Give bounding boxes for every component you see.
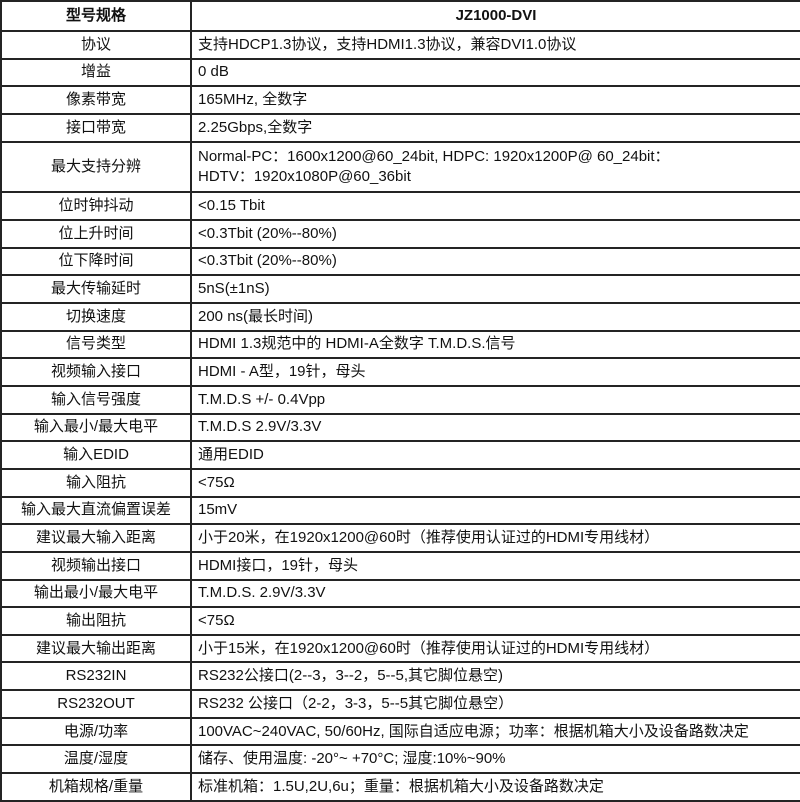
spec-value: RS232公接口(2--3，3--2，5--5,其它脚位悬空) [190,661,800,692]
spec-value: 0 dB [190,57,800,88]
spec-row: 输出最小/最大电平 T.M.D.S. 2.9V/3.3V [0,578,800,609]
spec-value: HDMI - A型，19针，母头 [190,357,800,387]
spec-row: RS232IN RS232公接口(2--3，3--2，5--5,其它脚位悬空) [0,661,800,692]
spec-label: 输出阻抗 [0,606,192,636]
spec-value: <0.3Tbit (20%--80%) [190,218,800,249]
spec-row: 视频输出接口 HDMI接口，19针，母头 [0,550,800,581]
spec-value: 5nS(±1nS) [190,274,800,304]
spec-value: 储存、使用温度: -20°~ +70°C; 湿度:10%~90% [190,744,800,775]
spec-label: 电源/功率 [0,716,192,747]
spec-label: 温度/湿度 [0,744,192,775]
spec-value: HDMI接口，19针，母头 [190,550,800,581]
spec-label: 像素带宽 [0,85,192,115]
spec-value: T.M.D.S +/- 0.4Vpp [190,384,800,415]
spec-header-model: JZ1000-DVI [190,0,800,32]
spec-label: 位上升时间 [0,218,192,249]
spec-value: <75Ω [190,606,800,636]
spec-row: 像素带宽 165MHz, 全数字 [0,85,800,115]
spec-label: 最大传输延时 [0,274,192,304]
spec-row: 最大支持分辨 Normal-PC：1600x1200@60_24bit, HDP… [0,140,800,194]
spec-label: 视频输出接口 [0,550,192,581]
spec-row: RS232OUT RS232 公接口（2-2，3-3，5--5其它脚位悬空） [0,689,800,719]
spec-label: 输入最大直流偏置误差 [0,495,192,526]
spec-row: 电源/功率 100VAC~240VAC, 50/60Hz, 国际自适应电源；功率… [0,716,800,747]
spec-label: 增益 [0,57,192,88]
spec-label: 机箱规格/重量 [0,772,192,802]
spec-label: 输入阻抗 [0,467,192,498]
spec-row: 输入最大直流偏置误差 15mV [0,495,800,526]
spec-header-row: 型号规格 JZ1000-DVI [0,0,800,32]
spec-row: 增益 0 dB [0,57,800,88]
spec-row: 温度/湿度 储存、使用温度: -20°~ +70°C; 湿度:10%~90% [0,744,800,775]
spec-label: 接口带宽 [0,112,192,143]
spec-row: 切换速度 200 ns(最长时间) [0,301,800,332]
spec-value: 2.25Gbps,全数字 [190,112,800,143]
spec-value: RS232 公接口（2-2，3-3，5--5其它脚位悬空） [190,689,800,719]
spec-label: 位时钟抖动 [0,191,192,221]
spec-value: 100VAC~240VAC, 50/60Hz, 国际自适应电源；功率：根据机箱大… [190,716,800,747]
spec-label: 输出最小/最大电平 [0,578,192,609]
spec-value: 支持HDCP1.3协议，支持HDMI1.3协议，兼容DVI1.0协议 [190,29,800,60]
spec-row: 接口带宽 2.25Gbps,全数字 [0,112,800,143]
spec-label: 切换速度 [0,301,192,332]
spec-label: 最大支持分辨 [0,140,192,194]
spec-row: 输出阻抗 <75Ω [0,606,800,636]
spec-value: 15mV [190,495,800,526]
spec-value: <0.15 Tbit [190,191,800,221]
spec-label: 输入EDID [0,440,192,470]
spec-label: 建议最大输出距离 [0,633,192,664]
spec-row: 最大传输延时 5nS(±1nS) [0,274,800,304]
spec-row: 视频输入接口 HDMI - A型，19针，母头 [0,357,800,387]
spec-label: 输入最小/最大电平 [0,412,192,443]
spec-value: 标准机箱：1.5U,2U,6u；重量：根据机箱大小及设备路数决定 [190,772,800,802]
spec-header-label: 型号规格 [0,0,192,32]
spec-label: 信号类型 [0,329,192,360]
spec-label: RS232IN [0,661,192,692]
spec-value: Normal-PC：1600x1200@60_24bit, HDPC: 1920… [190,140,800,194]
spec-row: 位时钟抖动 <0.15 Tbit [0,191,800,221]
spec-value: 小于20米，在1920x1200@60时（推荐使用认证过的HDMI专用线材） [190,523,800,553]
spec-row: 输入最小/最大电平 T.M.D.S 2.9V/3.3V [0,412,800,443]
spec-row: 位上升时间 <0.3Tbit (20%--80%) [0,218,800,249]
spec-row: 输入信号强度 T.M.D.S +/- 0.4Vpp [0,384,800,415]
spec-value: T.M.D.S. 2.9V/3.3V [190,578,800,609]
spec-label: 位下降时间 [0,246,192,277]
spec-value: <75Ω [190,467,800,498]
spec-row: 位下降时间 <0.3Tbit (20%--80%) [0,246,800,277]
spec-label: RS232OUT [0,689,192,719]
spec-label: 视频输入接口 [0,357,192,387]
spec-value: 165MHz, 全数字 [190,85,800,115]
spec-value: <0.3Tbit (20%--80%) [190,246,800,277]
spec-label: 协议 [0,29,192,60]
spec-row: 建议最大输入距离 小于20米，在1920x1200@60时（推荐使用认证过的HD… [0,523,800,553]
spec-row: 输入EDID 通用EDID [0,440,800,470]
spec-row: 信号类型 HDMI 1.3规范中的 HDMI-A全数字 T.M.D.S.信号 [0,329,800,360]
spec-label: 输入信号强度 [0,384,192,415]
spec-value: 200 ns(最长时间) [190,301,800,332]
spec-value: T.M.D.S 2.9V/3.3V [190,412,800,443]
spec-row: 建议最大输出距离 小于15米，在1920x1200@60时（推荐使用认证过的HD… [0,633,800,664]
spec-value: HDMI 1.3规范中的 HDMI-A全数字 T.M.D.S.信号 [190,329,800,360]
spec-row: 协议 支持HDCP1.3协议，支持HDMI1.3协议，兼容DVI1.0协议 [0,29,800,60]
spec-row: 输入阻抗 <75Ω [0,467,800,498]
spec-label: 建议最大输入距离 [0,523,192,553]
spec-row: 机箱规格/重量 标准机箱：1.5U,2U,6u；重量：根据机箱大小及设备路数决定 [0,772,800,802]
spec-value: 小于15米，在1920x1200@60时（推荐使用认证过的HDMI专用线材） [190,633,800,664]
spec-value: 通用EDID [190,440,800,470]
